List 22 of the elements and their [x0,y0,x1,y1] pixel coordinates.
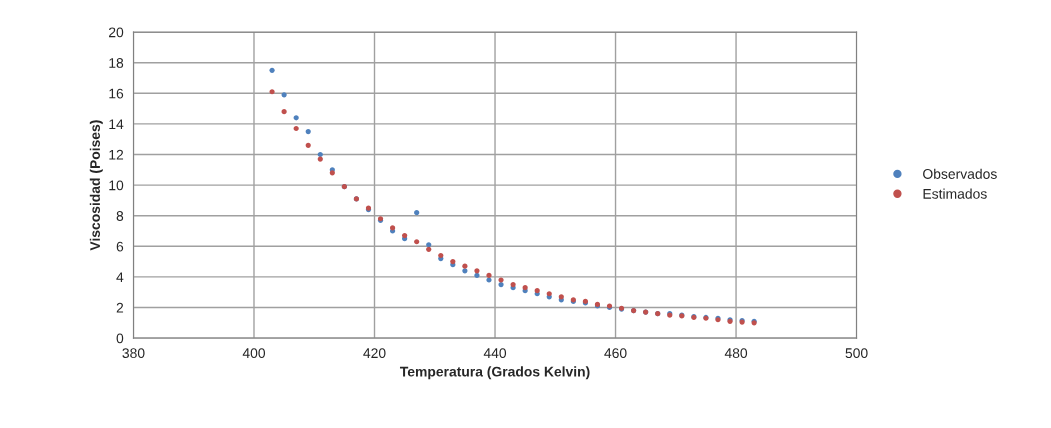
x-tick-label: 480 [724,348,748,359]
y-tick-label: 8 [116,211,124,221]
x-tick-label: 420 [363,348,386,359]
y-tick-label: 2 [116,302,124,313]
x-tick-label: 500 [845,348,868,359]
x-tick-label: 460 [604,348,627,359]
y-tick-label: 4 [116,272,124,282]
y-tick-label: 16 [109,88,124,99]
y-tick-label: 14 [109,119,124,129]
y-tick-label: 18 [109,58,124,68]
x-tick-label: 400 [242,348,266,359]
y-axis-title: Viscosidad (Poises) [89,120,103,251]
x-tick-label: 440 [483,348,507,359]
y-tick-label: 20 [109,27,124,38]
legend-label: Estimados [923,188,987,199]
y-tick-label: 10 [109,180,124,191]
y-tick-label: 12 [109,149,124,160]
x-axis-title: Temperatura (Grados Kelvin) [399,366,590,380]
y-tick-label: 0 [116,333,124,344]
y-tick-label: 6 [116,241,124,252]
legend-label: Observados [923,168,997,179]
x-tick-label: 380 [122,348,145,359]
